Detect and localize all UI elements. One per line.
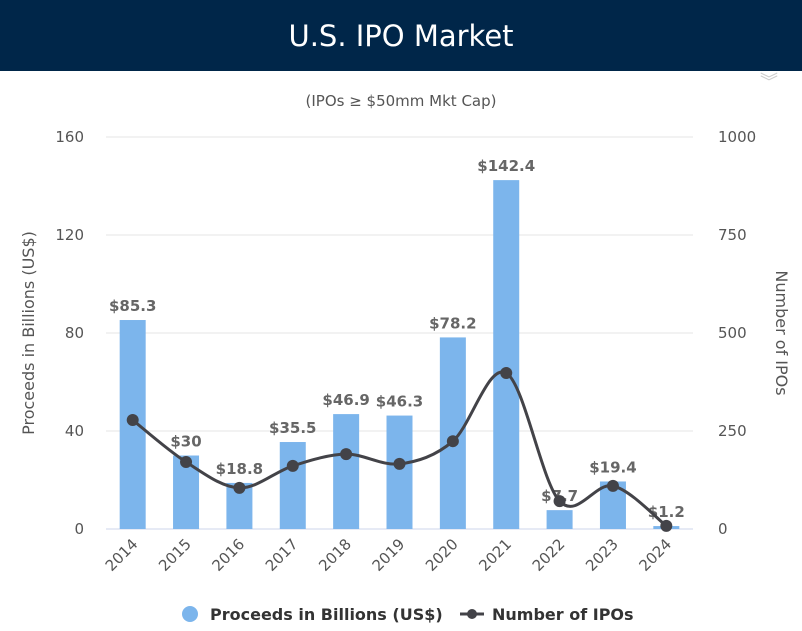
line-point bbox=[500, 366, 513, 379]
legend-bar-marker bbox=[182, 606, 198, 622]
data-label: $35.5 bbox=[269, 419, 316, 437]
chart-title: U.S. IPO Market bbox=[0, 0, 802, 71]
y2-tick-label: 750 bbox=[718, 226, 747, 244]
line-point bbox=[286, 459, 299, 472]
bar bbox=[279, 442, 306, 529]
y2-tick-label: 1000 bbox=[718, 128, 756, 146]
data-label: $46.9 bbox=[322, 391, 369, 409]
bar bbox=[493, 180, 520, 529]
line-point bbox=[126, 414, 139, 427]
x-tick-label: 2016 bbox=[209, 535, 249, 575]
line-point bbox=[233, 481, 246, 494]
y-axis-title: Proceeds in Billions (US$) bbox=[19, 231, 38, 435]
x-tick-label: 2019 bbox=[369, 535, 409, 575]
x-tick-label: 2022 bbox=[529, 535, 569, 575]
bar bbox=[546, 510, 573, 529]
data-label: $78.2 bbox=[429, 314, 476, 332]
data-label: $1.2 bbox=[648, 503, 685, 521]
x-tick-label: 2023 bbox=[582, 535, 622, 575]
y-tick-label: 160 bbox=[55, 128, 84, 146]
y-tick-label: 40 bbox=[65, 422, 84, 440]
x-tick-label: 2020 bbox=[422, 535, 462, 575]
x-tick-label: 2014 bbox=[102, 535, 142, 575]
data-label: $142.4 bbox=[477, 157, 535, 175]
data-label: $46.3 bbox=[376, 393, 423, 411]
line-point bbox=[660, 519, 673, 532]
y-tick-label: 80 bbox=[65, 324, 84, 342]
x-tick-label: 2021 bbox=[475, 535, 515, 575]
data-label: $85.3 bbox=[109, 297, 156, 315]
data-label: $19.4 bbox=[589, 458, 636, 476]
y2-tick-label: 500 bbox=[718, 324, 747, 342]
bar bbox=[333, 414, 360, 529]
x-tick-label: 2018 bbox=[315, 535, 355, 575]
x-tick-label: 2015 bbox=[155, 535, 195, 575]
y2-tick-label: 0 bbox=[718, 520, 728, 538]
data-label: $18.8 bbox=[216, 460, 263, 478]
line-point bbox=[340, 448, 353, 461]
data-label: $30 bbox=[170, 433, 201, 451]
legend-item-proceeds: Proceeds in Billions (US$) bbox=[210, 605, 443, 624]
legend-item-ipos: Number of IPOs bbox=[492, 605, 634, 624]
bar bbox=[386, 415, 413, 529]
chart-subtitle: (IPOs ≥ $50mm Mkt Cap) bbox=[306, 92, 497, 110]
line-point bbox=[606, 479, 619, 492]
ipo-count-line bbox=[131, 370, 668, 528]
line-point bbox=[446, 435, 459, 448]
y-tick-label: 120 bbox=[55, 226, 84, 244]
legend-line-dot bbox=[467, 609, 477, 619]
line-point bbox=[553, 495, 566, 508]
bar bbox=[439, 337, 466, 529]
line-point bbox=[393, 457, 406, 470]
y2-axis-title: Number of IPOs bbox=[772, 270, 791, 395]
x-tick-label: 2017 bbox=[262, 535, 302, 575]
line-point bbox=[180, 455, 193, 468]
y-tick-label: 0 bbox=[74, 520, 84, 538]
y2-tick-label: 250 bbox=[718, 422, 747, 440]
x-tick-label: 2024 bbox=[635, 535, 675, 575]
